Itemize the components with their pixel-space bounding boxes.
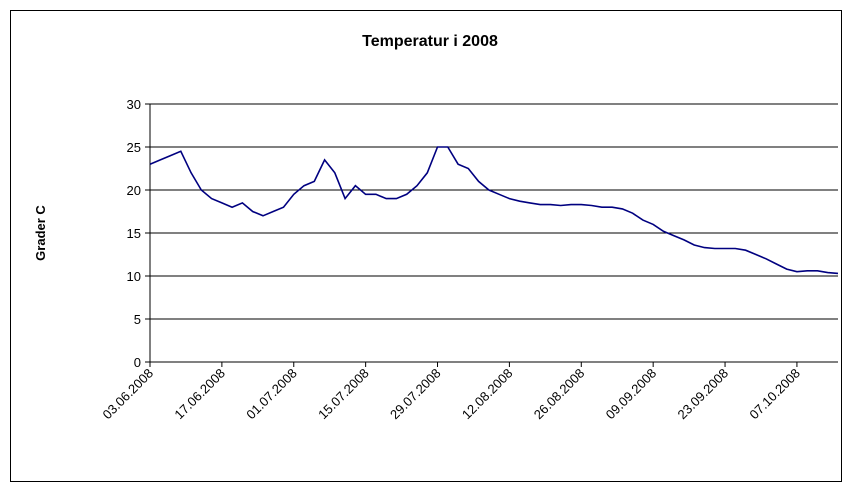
- y-tick-label: 25: [127, 140, 141, 155]
- y-tick-label: 10: [127, 269, 141, 284]
- chart-title: Temperatur i 2008: [362, 33, 498, 50]
- y-axis-label: Grader C: [33, 205, 48, 261]
- y-tick-label: 5: [134, 312, 141, 327]
- y-tick-label: 15: [127, 226, 141, 241]
- chart-frame: [10, 10, 842, 482]
- y-tick-label: 0: [134, 355, 141, 370]
- y-tick-label: 20: [127, 183, 141, 198]
- y-tick-label: 30: [127, 97, 141, 112]
- data-line: [149, 146, 839, 275]
